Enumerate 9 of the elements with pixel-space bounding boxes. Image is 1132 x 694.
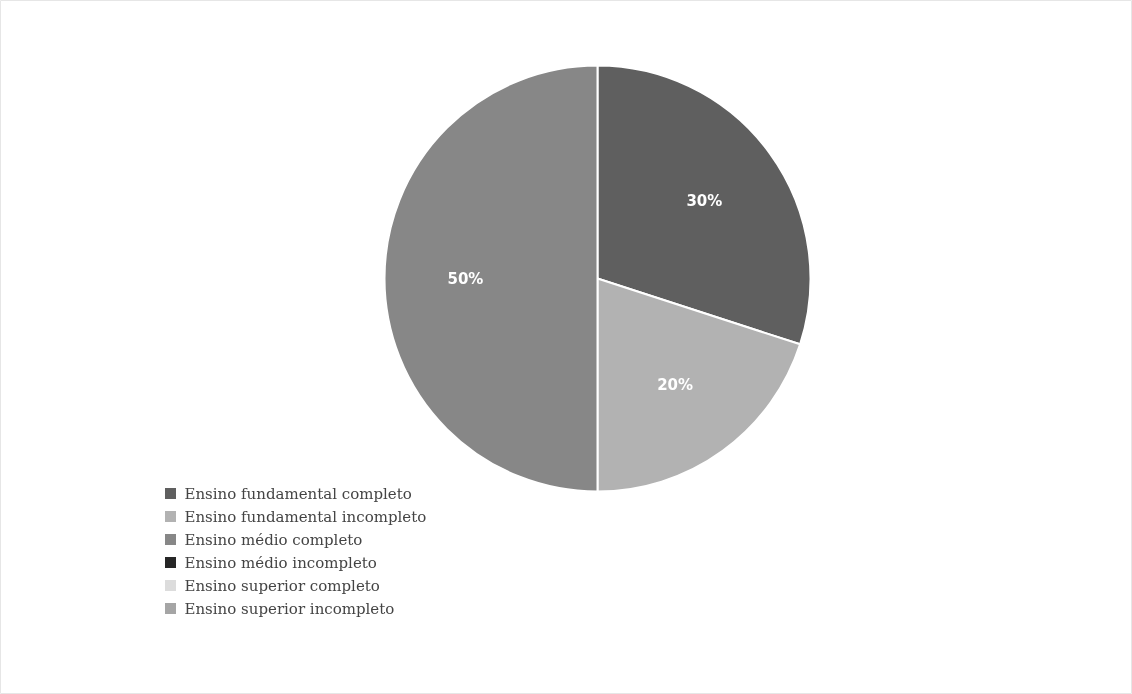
data-label: 20% — [657, 376, 694, 395]
legend-label: Ensino médio incompleto — [184, 553, 377, 572]
legend-label: Ensino superior completo — [184, 576, 380, 595]
legend-label: Ensino fundamental completo — [184, 484, 412, 503]
data-label: 30% — [686, 191, 723, 210]
legend-label: Ensino fundamental incompleto — [184, 507, 427, 526]
data-label: 50% — [447, 269, 484, 288]
legend-label: Ensino médio completo — [184, 530, 363, 549]
legend-label: Ensino superior incompleto — [184, 599, 395, 618]
